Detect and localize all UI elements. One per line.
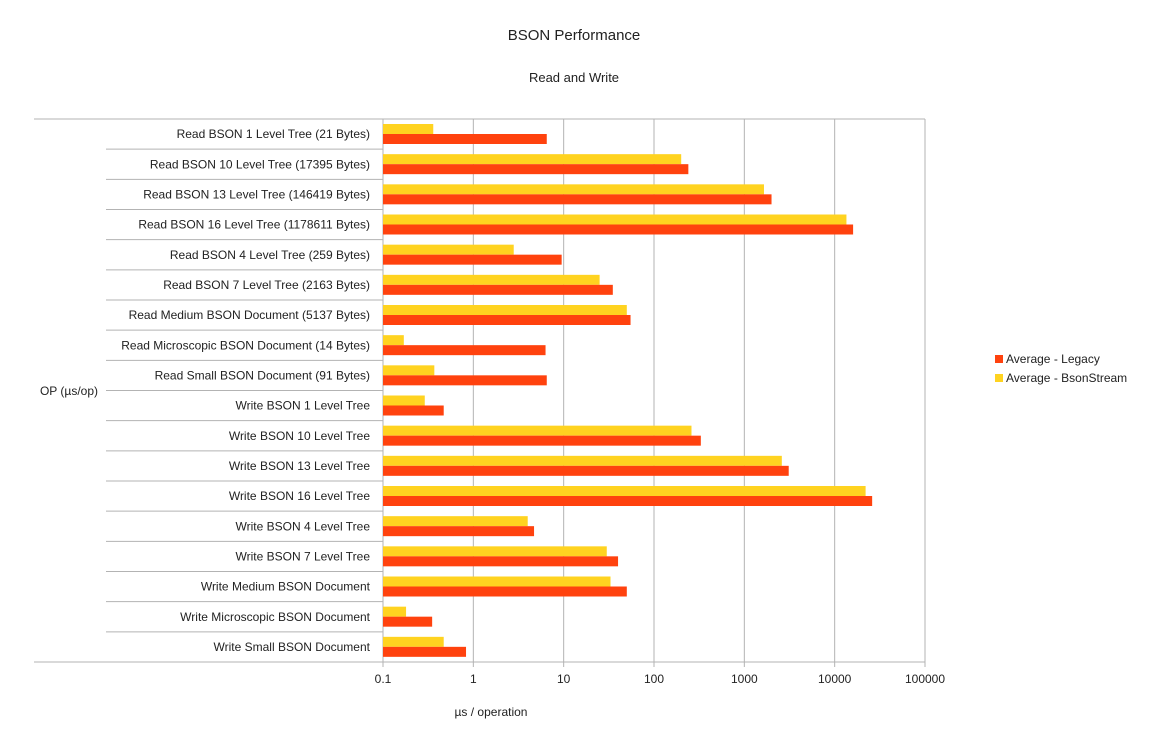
category-label: Read BSON 4 Level Tree (259 Bytes) [170,248,370,262]
bar-legacy [383,164,689,175]
category-label: Read BSON 1 Level Tree (21 Bytes) [177,127,370,141]
bar-bsonstream [383,365,435,376]
bar-bsonstream [383,244,514,255]
category-label: Read BSON 13 Level Tree (146419 Bytes) [143,187,370,201]
chart-subtitle: Read and Write [529,70,619,85]
category-label: Write BSON 16 Level Tree [229,489,370,503]
bar-legacy [383,646,467,657]
category-label: Write Medium BSON Document [201,580,371,594]
chart-title: BSON Performance [508,27,641,44]
category-label: Read Small BSON Document (91 Bytes) [155,368,370,382]
bar-bsonstream [383,576,611,587]
bar-bsonstream [383,274,600,285]
legend-swatch-bsonstream [995,374,1003,382]
bar-bsonstream [383,636,444,647]
category-axis: Read BSON 1 Level Tree (21 Bytes) Read BS… [106,127,383,654]
bar-legacy [383,465,789,476]
x-tick-label: 1 [470,672,477,686]
bar-bsonstream [383,184,764,195]
bar-bsonstream [383,486,866,496]
legend: Average - Legacy Average - BsonStream [995,352,1127,385]
category-label: Read Medium BSON Document (5137 Bytes) [129,308,370,322]
bar-bsonstream [383,546,607,557]
x-tick-label: 0.1 [375,672,392,686]
x-axis-ticks: 0.1 1 10 100 1000 10000 100000 [375,672,946,686]
x-axis-title: µs / operation [455,705,528,719]
bar-bsonstream [383,395,425,406]
x-tick-label: 1000 [731,672,758,686]
category-label: Read BSON 10 Level Tree (17395 Bytes) [150,157,370,171]
legend-label-bsonstream: Average - BsonStream [1006,371,1127,385]
bar-legacy [383,194,772,205]
bar-legacy [383,526,535,537]
bar-bsonstream [383,606,407,617]
category-label: Write Microscopic BSON Document [180,610,370,624]
bar-bsonstream [383,154,682,165]
category-label: Write BSON 13 Level Tree [229,459,370,473]
category-label: Write BSON 7 Level Tree [236,549,371,563]
bar-legacy [383,556,619,567]
x-tick-label: 100 [644,672,664,686]
bar-bsonstream [383,335,404,346]
bar-bsonstream [383,214,847,225]
bar-bsonstream [383,425,692,436]
bar-legacy [383,284,613,295]
bar-legacy [383,224,854,235]
category-label: Read BSON 7 Level Tree (2163 Bytes) [163,278,370,292]
legend-swatch-legacy [995,355,1003,363]
category-label: Read Microscopic BSON Document (14 Bytes… [121,338,370,352]
category-label: Write BSON 4 Level Tree [236,519,371,533]
bar-legacy [383,496,873,506]
category-label: Write BSON 1 Level Tree [236,399,371,413]
x-tick-label: 100000 [905,672,945,686]
legend-label-legacy: Average - Legacy [1006,352,1100,366]
bar-legacy [383,405,444,416]
bar-legacy [383,134,547,144]
bar-bsonstream [383,455,782,466]
bars [383,124,873,657]
bar-legacy [383,586,627,597]
bar-legacy [383,435,701,446]
category-label: Write Small BSON Document [214,640,371,654]
category-label: Write BSON 10 Level Tree [229,429,370,443]
bar-legacy [383,345,546,356]
bar-legacy [383,375,547,386]
bar-legacy [383,616,433,627]
bar-bsonstream [383,516,528,527]
x-tick-label: 10000 [818,672,852,686]
bar-legacy [383,254,562,265]
y-axis-title: OP (µs/op) [40,384,98,398]
category-label: Read BSON 16 Level Tree (1178611 Bytes) [138,218,370,232]
x-tick-label: 10 [557,672,571,686]
bar-legacy [383,315,631,325]
bar-bsonstream [383,305,627,315]
bar-bsonstream [383,124,434,134]
